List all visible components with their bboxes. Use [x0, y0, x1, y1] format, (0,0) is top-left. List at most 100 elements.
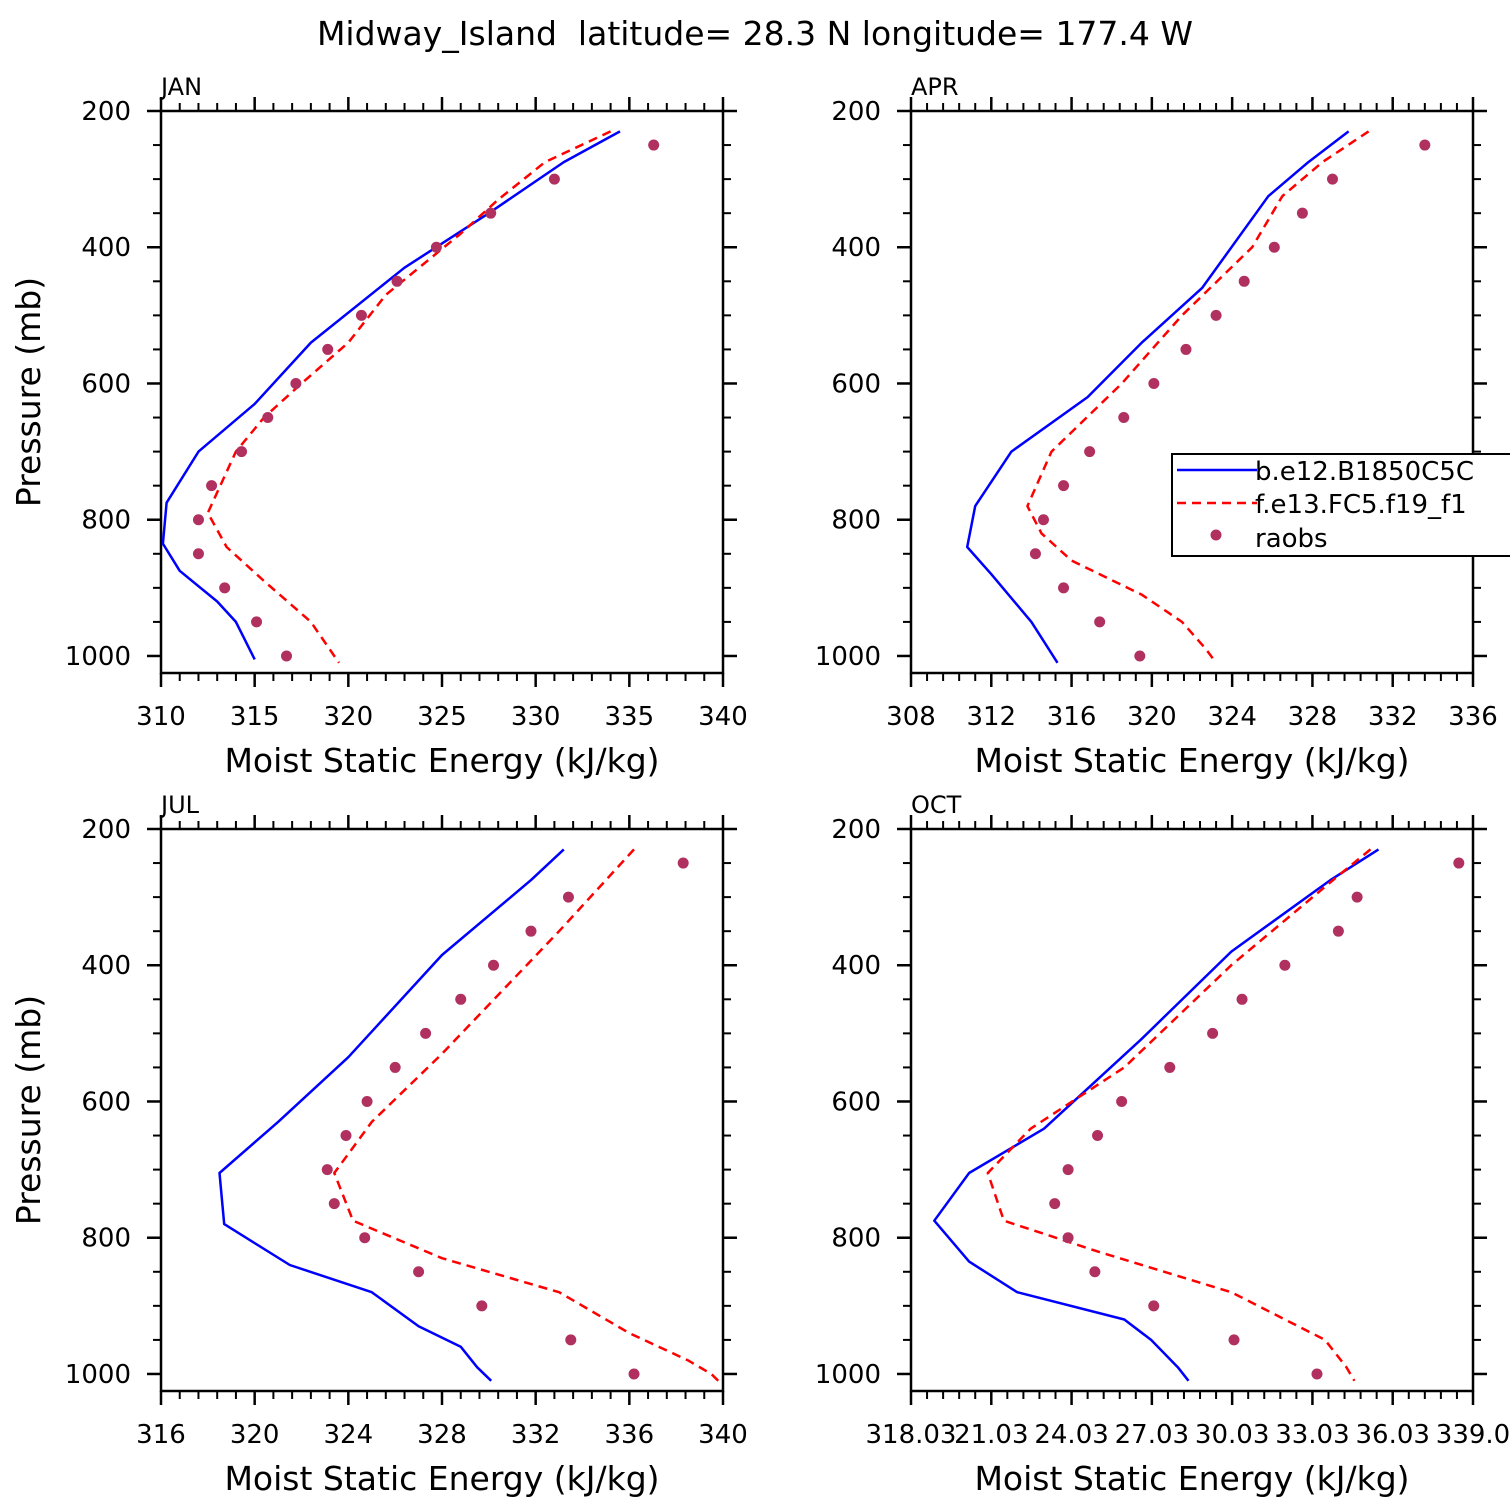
data-point-raobs — [192, 548, 204, 560]
series-line-b-e12-b1850c5c — [218, 848, 565, 1382]
panel-label: OCT — [911, 791, 962, 819]
y-tick-label: 200 — [81, 815, 131, 845]
data-point-raobs — [1029, 548, 1041, 560]
plot-frame — [159, 109, 725, 675]
series-line-f-e13-fc5-f19-f1 — [1026, 130, 1370, 664]
plot-frame — [909, 827, 1475, 1393]
y-tick-label: 1000 — [815, 1360, 881, 1390]
data-point-raobs — [219, 582, 231, 594]
data-point-raobs — [1228, 1334, 1240, 1346]
x-tick-label: 340 — [698, 1420, 748, 1450]
data-point-raobs — [359, 1232, 371, 1244]
y-tick-label: 800 — [81, 1224, 131, 1254]
data-point-raobs — [488, 959, 500, 971]
data-point-raobs — [1236, 993, 1248, 1005]
y-tick-label: 1000 — [815, 642, 881, 672]
x-tick-label: 320 — [1127, 702, 1177, 732]
series-line-f-e13-fc5-f19-f1 — [206, 130, 612, 664]
data-point-raobs — [1238, 275, 1250, 287]
y-tick-label: 600 — [81, 369, 131, 399]
y-tick-label: 600 — [81, 1087, 131, 1117]
x-tick-label: 330 — [511, 702, 561, 732]
data-point-raobs — [361, 1095, 373, 1107]
series-line-f-e13-fc5-f19-f1 — [986, 848, 1372, 1382]
data-layer — [933, 848, 1465, 1382]
data-point-raobs — [1084, 446, 1096, 458]
panel-jul: JUL 316 320 324 328 332 336 340 200 400 600 800 1000… — [9, 791, 748, 1498]
data-point-raobs — [1210, 309, 1222, 321]
data-point-raobs — [562, 891, 574, 903]
x-axis-label: Moist Static Energy (kJ/kg) — [224, 1459, 659, 1498]
x-tick-label: 30.03 — [1195, 1420, 1269, 1450]
data-point-raobs — [1453, 857, 1465, 869]
data-point-raobs — [1092, 1130, 1104, 1142]
x-tick-label: 33.03 — [1275, 1420, 1349, 1450]
data-point-raobs — [192, 514, 204, 526]
x-tick-label: 332 — [1368, 702, 1418, 732]
data-point-raobs — [328, 1198, 340, 1210]
data-point-raobs — [1351, 891, 1363, 903]
legend-label: b.e12.B1850C5C — [1255, 457, 1474, 487]
figure-title: Midway_Island latitude= 28.3 N longitude… — [317, 14, 1193, 53]
data-point-raobs — [1049, 1198, 1061, 1210]
data-point-raobs — [1148, 1300, 1160, 1312]
x-tick-label: 320 — [230, 1420, 280, 1450]
y-tick-label: 200 — [81, 97, 131, 127]
data-point-raobs — [476, 1300, 488, 1312]
x-tick-label: 21.03 — [954, 1420, 1028, 1450]
data-point-raobs — [1296, 207, 1308, 219]
x-tick-label: 27.03 — [1115, 1420, 1189, 1450]
x-tick-label: 339.0 — [1436, 1420, 1510, 1450]
data-point-raobs — [1164, 1061, 1176, 1073]
series-line-b-e12-b1850c5c — [965, 130, 1350, 664]
panel-label: JAN — [159, 73, 202, 101]
y-tick-label: 400 — [81, 951, 131, 981]
x-tick-label: 335 — [605, 702, 655, 732]
data-point-raobs — [262, 412, 274, 424]
y-tick-label: 800 — [831, 506, 881, 536]
data-point-raobs — [1268, 241, 1280, 253]
plot-frame — [909, 109, 1475, 675]
data-point-raobs — [648, 139, 660, 151]
x-tick-label: 328 — [1288, 702, 1338, 732]
data-point-raobs — [391, 275, 403, 287]
panel-label: APR — [911, 73, 959, 101]
data-point-raobs — [1037, 514, 1049, 526]
data-point-raobs — [1062, 1164, 1074, 1176]
data-layer — [161, 130, 660, 664]
x-axis-label: Moist Static Energy (kJ/kg) — [224, 741, 659, 780]
x-tick-label: 340 — [698, 702, 748, 732]
data-point-raobs — [628, 1368, 640, 1380]
panel-label: JUL — [159, 791, 200, 819]
data-point-raobs — [420, 1027, 432, 1039]
data-point-raobs — [525, 925, 537, 937]
x-tick-label: 318.03 — [866, 1420, 957, 1450]
legend-marker — [1210, 529, 1222, 541]
data-point-raobs — [1116, 1095, 1128, 1107]
x-tick-label: 312 — [966, 702, 1016, 732]
x-tick-label: 336 — [605, 1420, 655, 1450]
x-tick-label: 308 — [886, 702, 936, 732]
data-layer — [218, 848, 720, 1382]
x-tick-label: 325 — [417, 702, 467, 732]
plot-frame — [159, 827, 725, 1393]
x-tick-label: 324 — [324, 1420, 374, 1450]
data-point-raobs — [1311, 1368, 1323, 1380]
x-tick-label: 316 — [1047, 702, 1097, 732]
data-point-raobs — [1327, 173, 1338, 185]
data-point-raobs — [1118, 412, 1130, 424]
panel-apr: APR 308 312 316 320 324 328 332 336 200 400 600 800 1… — [815, 73, 1498, 780]
y-tick-label: 600 — [831, 369, 881, 399]
data-point-raobs — [340, 1130, 352, 1142]
data-point-raobs — [1419, 139, 1431, 151]
data-point-raobs — [1062, 1232, 1074, 1244]
data-point-raobs — [1094, 616, 1106, 628]
x-tick-label: 315 — [230, 702, 280, 732]
data-point-raobs — [455, 993, 467, 1005]
y-axis-label: Pressure (mb) — [9, 995, 48, 1225]
x-tick-label: 316 — [136, 1420, 186, 1450]
legend-label: f.e13.FC5.f19_f1 — [1255, 490, 1467, 520]
data-point-raobs — [321, 1164, 333, 1176]
